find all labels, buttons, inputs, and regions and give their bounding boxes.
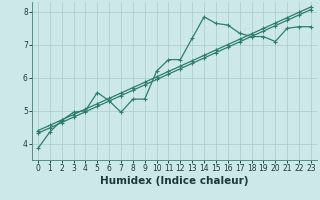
X-axis label: Humidex (Indice chaleur): Humidex (Indice chaleur) (100, 176, 249, 186)
